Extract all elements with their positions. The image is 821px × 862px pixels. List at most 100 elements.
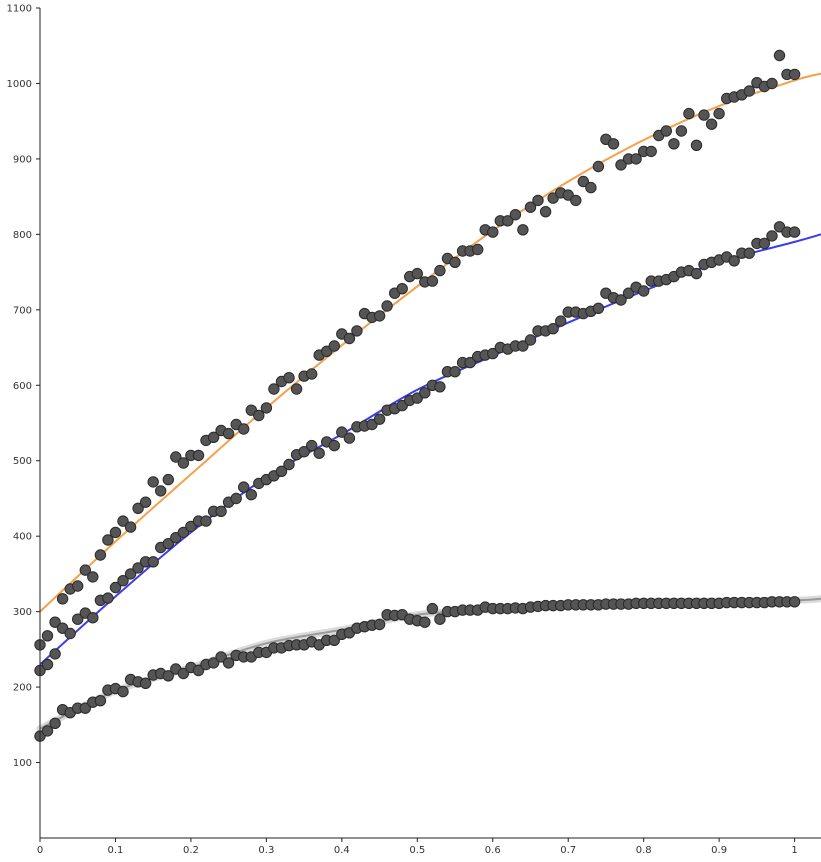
- data-point: [607, 138, 620, 150]
- data-point: [524, 334, 537, 346]
- data-point: [758, 237, 771, 250]
- x-tick-label: 0.4: [334, 845, 350, 856]
- data-point: [275, 465, 288, 477]
- data-point: [690, 267, 703, 280]
- data-point: [117, 685, 129, 698]
- data-point: [743, 247, 755, 259]
- data-point: [487, 347, 499, 360]
- x-tick-label: 0.3: [258, 845, 274, 856]
- data-point: [773, 49, 786, 62]
- data-point: [200, 515, 212, 527]
- data-point: [615, 159, 627, 171]
- y-tick-label: 900: [13, 154, 32, 165]
- data-point: [102, 534, 114, 546]
- x-tick-label: 0: [37, 845, 43, 856]
- data-point: [260, 402, 273, 414]
- x-tick-label: 1: [791, 845, 797, 856]
- data-point: [343, 332, 356, 345]
- data-point: [56, 593, 69, 605]
- data-point: [306, 439, 318, 452]
- data-point: [102, 592, 114, 604]
- data-point: [49, 616, 61, 628]
- data-point: [622, 287, 635, 299]
- data-point: [660, 125, 672, 137]
- y-tick-label: 700: [13, 305, 32, 316]
- data-point: [139, 677, 152, 689]
- data-point: [177, 667, 190, 680]
- data-point: [615, 294, 627, 306]
- x-tick-label: 0.7: [560, 845, 576, 856]
- data-point: [117, 575, 129, 587]
- data-point: [675, 125, 688, 137]
- data-point: [290, 383, 303, 395]
- data-point: [245, 489, 258, 501]
- data-point: [434, 613, 446, 625]
- x-axis-ticks: 0 0.1 0.2 0.3 0.4 0.5 0.6 0.7 0.8 0.9 1: [37, 838, 798, 856]
- data-point: [638, 285, 650, 297]
- data-point: [645, 145, 657, 158]
- data-point: [373, 413, 386, 425]
- x-tick-label: 0.1: [108, 845, 124, 856]
- data-point: [162, 538, 175, 550]
- data-point: [162, 473, 175, 486]
- data-point: [147, 556, 159, 568]
- data-point: [132, 502, 144, 514]
- data-point: [743, 85, 755, 97]
- y-tick-label: 200: [13, 683, 32, 694]
- data-point: [539, 206, 552, 218]
- data-point: [351, 325, 363, 337]
- data-point: [207, 431, 220, 443]
- data-point: [72, 613, 84, 625]
- y-axis-ticks: 100 200 300 400 500 600 700 800 900 1000 1100: [7, 4, 40, 769]
- data-point: [124, 521, 137, 533]
- data-point: [215, 505, 227, 517]
- data-point: [630, 153, 642, 165]
- data-point: [253, 409, 265, 422]
- data-point: [570, 194, 582, 207]
- data-point: [434, 381, 446, 393]
- data-point: [298, 446, 310, 458]
- points-series-1: [34, 49, 801, 651]
- data-point: [547, 323, 559, 335]
- data-point: [170, 451, 182, 463]
- data-point: [238, 423, 250, 435]
- data-point: [532, 194, 544, 207]
- data-point: [788, 596, 801, 608]
- x-tick-label: 0.8: [636, 845, 652, 856]
- data-point: [328, 340, 340, 352]
- data-point: [373, 310, 386, 322]
- data-point: [683, 107, 695, 120]
- data-point: [222, 657, 235, 669]
- data-point: [728, 255, 740, 267]
- data-point: [419, 387, 431, 399]
- data-point: [509, 209, 522, 221]
- y-tick-label: 300: [13, 607, 32, 618]
- fit-line-series-1: [39, 72, 821, 613]
- data-points: [34, 49, 801, 742]
- points-series-2: [34, 221, 801, 677]
- data-point: [49, 648, 61, 660]
- fit-line-series-3: [39, 597, 821, 730]
- data-point: [177, 526, 190, 539]
- data-point: [698, 109, 710, 121]
- x-tick-label: 0.6: [485, 845, 501, 856]
- y-tick-label: 1000: [7, 79, 32, 90]
- data-point: [177, 457, 190, 469]
- data-point: [434, 264, 446, 277]
- data-point: [306, 368, 318, 380]
- data-point: [41, 658, 54, 671]
- x-tick-label: 0.9: [711, 845, 727, 856]
- data-point: [124, 568, 137, 580]
- data-point: [139, 496, 152, 508]
- data-point: [41, 725, 54, 737]
- fit-band-series-3: [36, 595, 821, 733]
- y-tick-label: 500: [13, 456, 32, 467]
- data-point: [222, 427, 235, 440]
- fit-lines: [36, 72, 821, 733]
- data-point: [668, 138, 680, 150]
- y-tick-label: 400: [13, 532, 32, 543]
- y-tick-label: 100: [13, 758, 32, 769]
- data-point: [192, 664, 205, 677]
- data-point: [328, 439, 340, 452]
